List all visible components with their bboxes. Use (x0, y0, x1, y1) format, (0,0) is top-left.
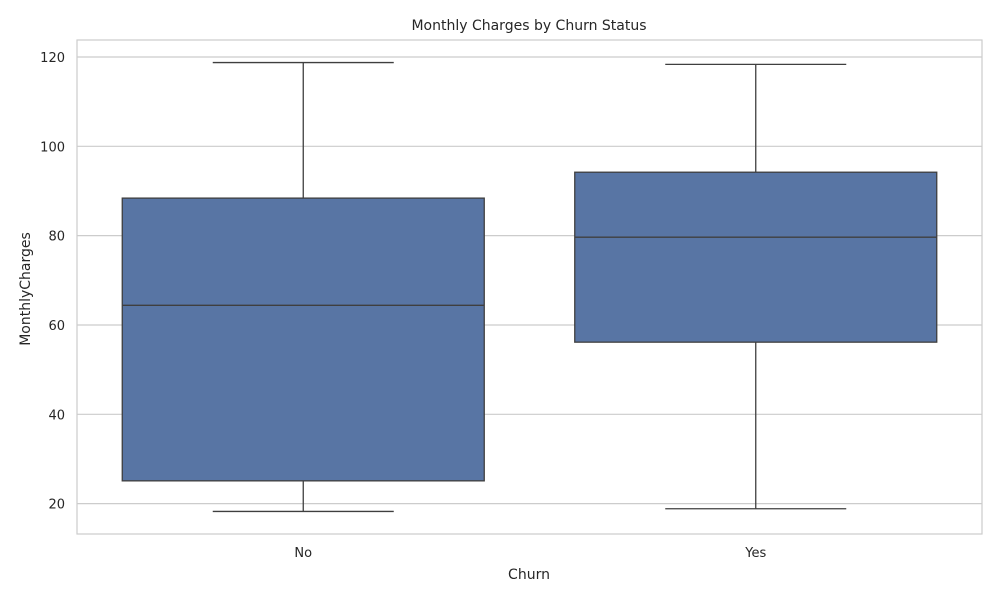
x-tick-label: No (294, 546, 312, 561)
boxes (121, 61, 938, 513)
box-no (121, 61, 485, 513)
box-yes (574, 63, 938, 510)
plot-frame (76, 39, 983, 535)
y-tick-label: 100 (40, 140, 65, 155)
chart-title: Monthly Charges by Churn Status (411, 18, 646, 34)
x-tick-label: Yes (744, 546, 766, 561)
y-tick-label: 60 (48, 319, 65, 334)
y-tick-labels: 20 40 60 80 100 120 (40, 51, 65, 513)
x-tick-labels: No Yes (294, 546, 766, 561)
y-tick-label: 40 (48, 408, 65, 423)
y-tick-label: 120 (40, 51, 65, 66)
x-axis-label: Churn (508, 567, 550, 583)
y-tick-label: 20 (48, 498, 65, 513)
y-axis-label: MonthlyCharges (18, 232, 34, 346)
iqr-box (574, 171, 938, 343)
iqr-box (121, 197, 485, 482)
y-tick-label: 80 (48, 230, 65, 245)
